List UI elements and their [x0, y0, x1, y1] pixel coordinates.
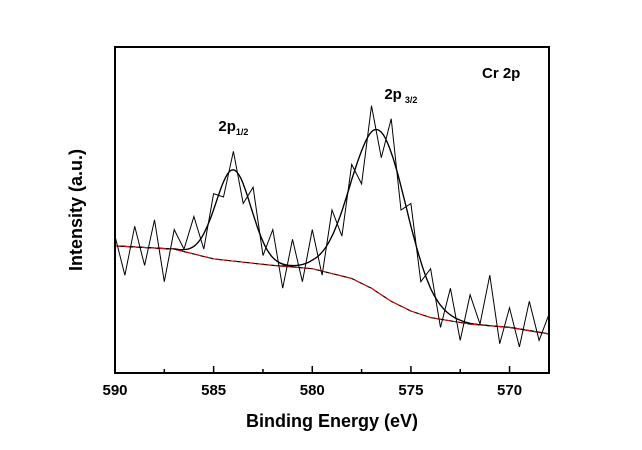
- peak-label-sub: 1/2: [236, 127, 249, 137]
- y-axis-label: Intensity (a.u.): [66, 149, 86, 271]
- plot-frame: [114, 46, 550, 374]
- x-tick-label: 580: [300, 382, 325, 399]
- x-axis-label: Binding Energy (eV): [246, 411, 418, 431]
- raw-spectrum-line: [114, 105, 550, 348]
- x-tick-label: 575: [398, 382, 423, 399]
- plot-curves: [114, 105, 550, 348]
- chart-annotation: Cr 2p: [482, 65, 520, 82]
- peak-label-2p3-2: 2p 3/2: [384, 86, 417, 105]
- background-curve: [114, 245, 550, 335]
- peak-label-2p1-2: 2p1/2: [218, 118, 248, 137]
- x-tick-label: 590: [102, 382, 127, 399]
- peak-label-sub: 3/2: [405, 95, 418, 105]
- x-tick-label: 570: [497, 382, 522, 399]
- x-axis-ticks: 590 585 580 575 570: [102, 366, 522, 399]
- x-tick-label: 585: [201, 382, 226, 399]
- peak-label-main: 2p: [384, 86, 402, 103]
- peak-label-main: 2p: [218, 118, 236, 135]
